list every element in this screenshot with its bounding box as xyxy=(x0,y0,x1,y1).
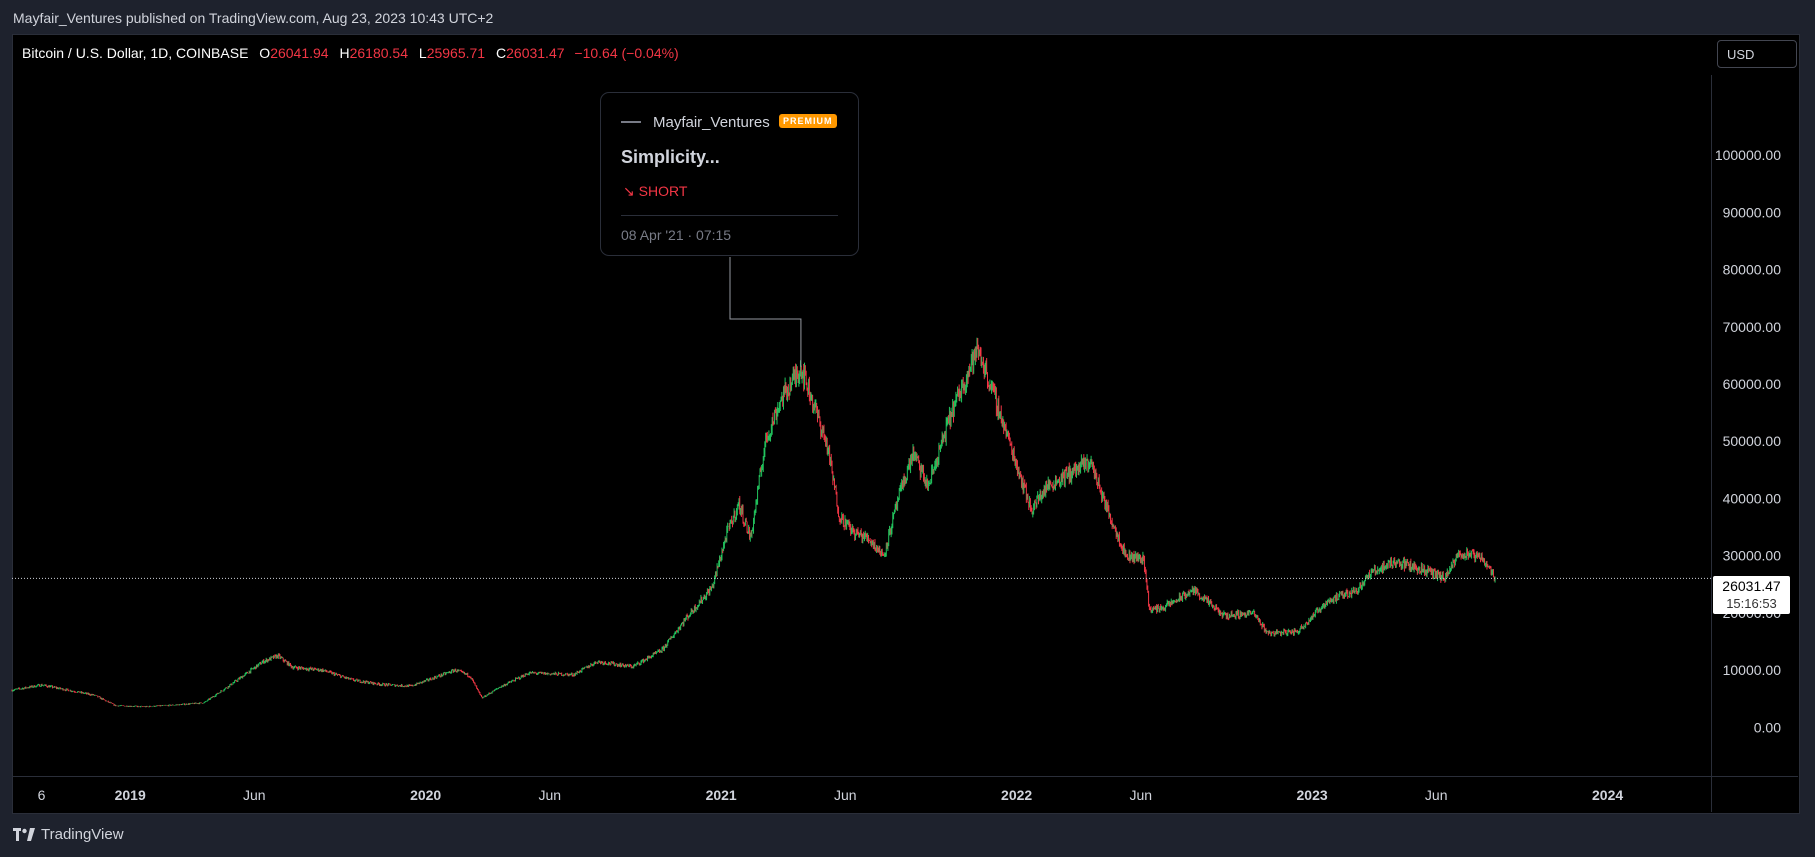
price-tick-label: 90000.00 xyxy=(1723,204,1782,220)
price-tick-label: 100000.00 xyxy=(1715,147,1781,163)
price-tick-label: 50000.00 xyxy=(1723,433,1782,449)
close-value: 26031.47 xyxy=(506,45,565,61)
price-axis-divider xyxy=(1711,75,1712,812)
time-tick-label: Jun xyxy=(834,787,857,803)
candle-series xyxy=(11,337,1496,708)
high-value: 26180.54 xyxy=(349,45,409,61)
price-tick-label: 60000.00 xyxy=(1723,376,1782,392)
symbol-name: Bitcoin / U.S. Dollar, 1D, COINBASE xyxy=(22,45,249,61)
currency-button[interactable]: USD xyxy=(1717,40,1797,68)
low-label: L xyxy=(418,45,427,61)
bar-countdown: 15:16:53 xyxy=(1726,596,1777,611)
time-tick-label: 2021 xyxy=(706,787,737,803)
idea-title[interactable]: Simplicity... xyxy=(621,147,720,167)
time-tick-label: Jun xyxy=(538,787,561,803)
idea-connector-line xyxy=(729,257,802,367)
idea-author[interactable]: Mayfair_Ventures xyxy=(653,114,770,131)
price-tick-label: 30000.00 xyxy=(1723,548,1782,564)
price-axis: 100000.00 90000.00 80000.00 70000.00 60000.0… xyxy=(1715,147,1781,735)
price-tick-label: 0.00 xyxy=(1754,719,1781,735)
time-tick-label: 6 xyxy=(38,787,46,803)
idea-direction: ↘ SHORT xyxy=(623,183,687,200)
tradingview-icon xyxy=(13,828,35,841)
open-label: O xyxy=(259,45,271,61)
close-label: C xyxy=(496,45,507,61)
time-tick-label: 2022 xyxy=(1001,787,1032,803)
idea-popup[interactable]: Mayfair_Ventures PREMIUM Simplicity... ↘… xyxy=(600,92,859,256)
last-price-value: 26031.47 xyxy=(1722,578,1781,594)
price-tick-label: 80000.00 xyxy=(1723,262,1782,278)
high-label: H xyxy=(339,45,350,61)
low-value: 25965.71 xyxy=(426,45,486,61)
time-tick-label: 2023 xyxy=(1297,787,1328,803)
brand-name: TradingView xyxy=(41,826,124,843)
premium-badge: PREMIUM xyxy=(779,114,837,128)
time-tick-label: 2024 xyxy=(1592,787,1623,803)
short-arrow-icon: ↘ xyxy=(623,183,635,199)
popup-divider xyxy=(621,215,838,216)
change-value: −10.64 (−0.04%) xyxy=(574,45,679,61)
symbol-legend: Bitcoin / U.S. Dollar, 1D, COINBASE O260… xyxy=(22,45,679,61)
time-axis-divider xyxy=(12,776,1798,777)
price-tick-label: 40000.00 xyxy=(1723,490,1782,506)
time-tick-label: Jun xyxy=(1129,787,1152,803)
chart-frame[interactable] xyxy=(12,34,1800,814)
open-value: 26041.94 xyxy=(270,45,329,61)
last-price-label: 26031.47 15:16:53 xyxy=(1713,576,1790,614)
time-tick-label: Jun xyxy=(1425,787,1448,803)
tradingview-logo[interactable]: TradingView xyxy=(13,826,124,843)
time-tick-label: 2020 xyxy=(410,787,441,803)
idea-direction-label: SHORT xyxy=(638,183,688,199)
published-line: Mayfair_Ventures published on TradingVie… xyxy=(13,10,494,26)
time-axis: 6 2019 Jun 2020 Jun 2021 Jun 2022 Jun 2023 Jun 2024 xyxy=(38,787,1624,803)
price-tick-label: 10000.00 xyxy=(1723,662,1782,678)
time-tick-label: 2019 xyxy=(115,787,146,803)
price-tick-label: 70000.00 xyxy=(1723,319,1782,335)
author-logo-icon xyxy=(621,121,641,123)
idea-date: 08 Apr '21 · 07:15 xyxy=(621,227,732,243)
time-tick-label: Jun xyxy=(243,787,266,803)
